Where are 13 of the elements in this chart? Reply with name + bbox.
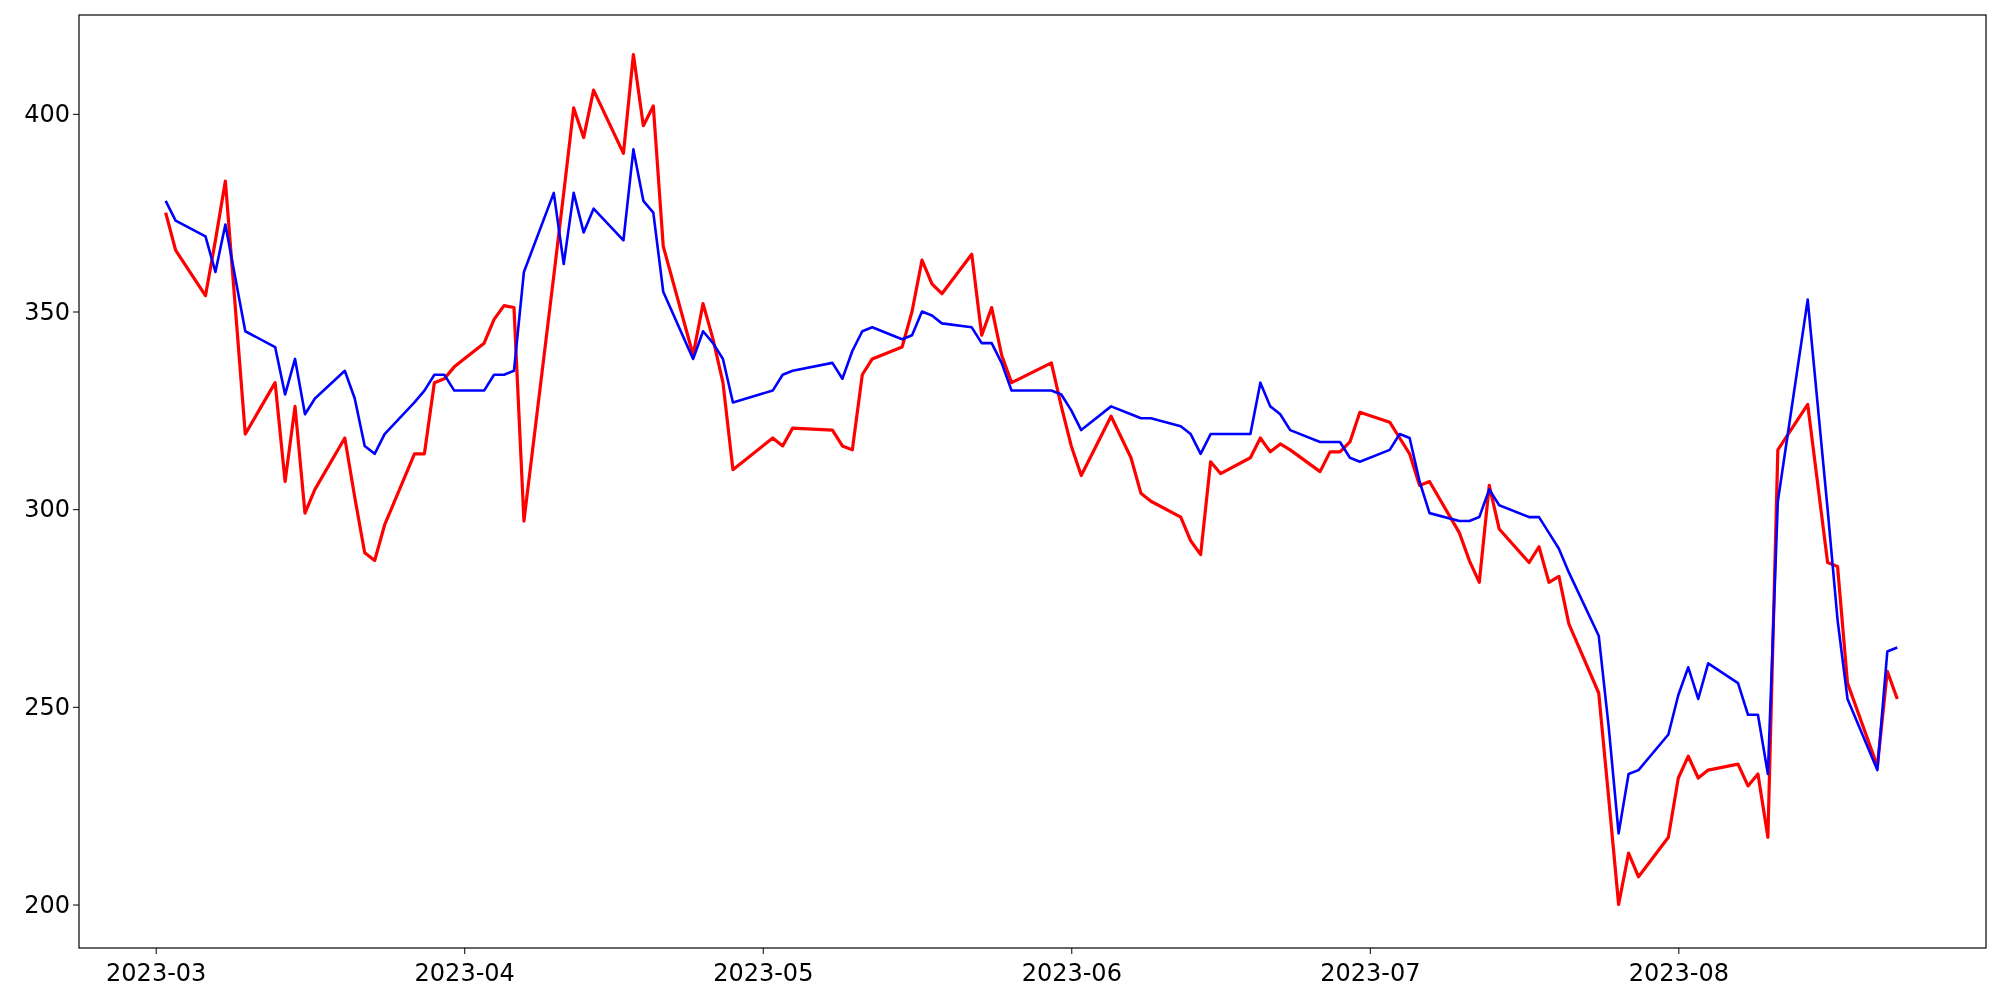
y-tick-label: 350 <box>24 297 70 326</box>
x-tick-label: 2023-06 <box>1021 959 1122 987</box>
x-tick-label: 2023-05 <box>713 959 814 987</box>
y-tick-label: 300 <box>24 495 70 524</box>
line-series <box>164 148 1899 835</box>
y-tick-label: 250 <box>24 693 70 722</box>
x-tick-label: 2023-03 <box>106 959 207 987</box>
x-tick-label: 2023-07 <box>1320 959 1421 987</box>
x-tick-label: 2023-04 <box>414 959 515 987</box>
y-tick-label: 400 <box>24 100 70 129</box>
line-series <box>164 52 1899 907</box>
y-tick-label: 200 <box>24 890 70 919</box>
x-tick-label: 2023-08 <box>1628 959 1729 987</box>
